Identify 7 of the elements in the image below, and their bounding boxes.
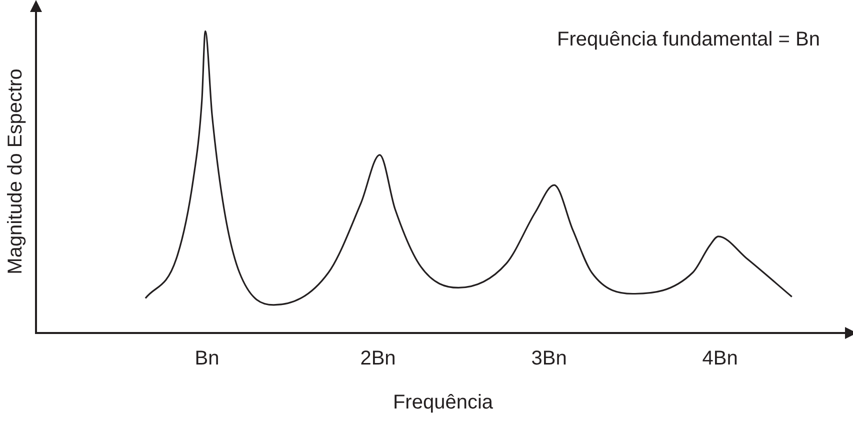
annotation: Frequência fundamental = Bn <box>557 28 820 51</box>
x-tick-label: 4Bn <box>702 348 738 370</box>
x-tick-label: 3Bn <box>531 348 567 370</box>
x-tick-label: Bn <box>194 348 220 370</box>
y-axis-title: Magnitude do Espectro <box>4 68 27 274</box>
x-axis-title: Frequência <box>392 392 494 414</box>
x-tick-label: 2Bn <box>360 348 396 370</box>
